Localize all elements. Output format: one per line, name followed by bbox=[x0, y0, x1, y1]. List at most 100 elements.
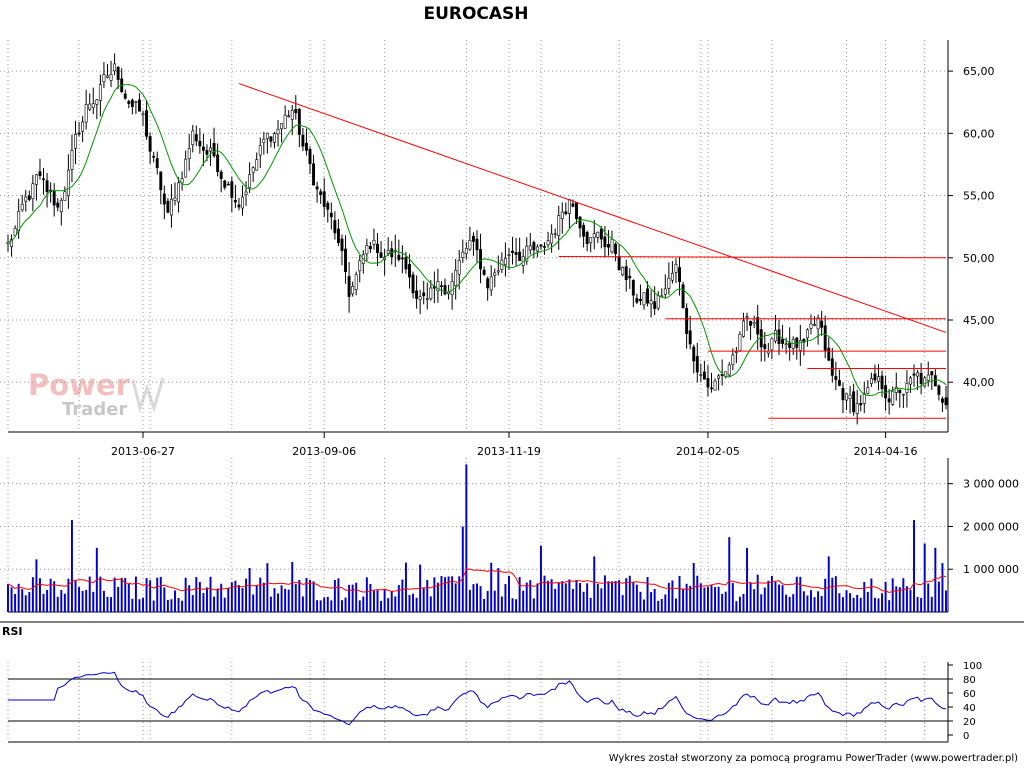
price-candle bbox=[372, 239, 376, 245]
volume-bar bbox=[635, 584, 638, 612]
volume-bar bbox=[810, 590, 812, 612]
volume-bar bbox=[699, 583, 702, 612]
price-candle bbox=[283, 114, 287, 129]
volume-bar bbox=[902, 578, 905, 612]
volume-bar bbox=[742, 593, 745, 612]
volume-bar bbox=[603, 575, 606, 612]
price-candle bbox=[887, 398, 891, 403]
price-candle bbox=[805, 329, 809, 339]
volume-bar bbox=[309, 579, 311, 612]
volume-bar bbox=[404, 562, 407, 612]
price-candle bbox=[56, 202, 60, 208]
volume-bar bbox=[397, 585, 400, 612]
price-candle bbox=[98, 84, 102, 101]
price-candle bbox=[706, 378, 710, 388]
volume-bar bbox=[287, 589, 290, 612]
volume-bar bbox=[589, 597, 592, 612]
volume-bar bbox=[355, 582, 358, 612]
price-candle bbox=[667, 277, 671, 289]
volume-bar bbox=[756, 574, 759, 612]
price-candle bbox=[617, 256, 621, 271]
volume-bar bbox=[895, 586, 898, 612]
price-candle bbox=[475, 238, 479, 251]
price-candle bbox=[607, 244, 610, 248]
price-candle bbox=[251, 167, 255, 173]
volume-bar bbox=[159, 576, 162, 612]
volume-bar bbox=[376, 590, 379, 612]
price-candle bbox=[550, 233, 554, 244]
volume-bar bbox=[348, 584, 351, 612]
volume-bar bbox=[113, 577, 116, 612]
volume-bar bbox=[856, 594, 859, 612]
volume-bar bbox=[266, 563, 269, 612]
volume-bar bbox=[625, 578, 628, 612]
volume-bar bbox=[138, 599, 141, 612]
volume-bar bbox=[163, 587, 166, 612]
volume-bar bbox=[543, 575, 546, 612]
price-candle bbox=[567, 199, 571, 214]
volume-bar bbox=[657, 600, 660, 612]
volume-bar bbox=[461, 526, 464, 612]
price-candle bbox=[294, 109, 298, 114]
volume-bar bbox=[500, 596, 503, 612]
price-candle bbox=[95, 99, 99, 105]
price-candle bbox=[450, 281, 454, 296]
volume-bar bbox=[440, 576, 443, 612]
price-candle bbox=[74, 134, 77, 149]
price-candle bbox=[322, 191, 326, 207]
volume-bar bbox=[820, 595, 823, 612]
volume-bar bbox=[280, 585, 283, 612]
volume-bar bbox=[110, 597, 113, 612]
volume-bar bbox=[234, 580, 237, 612]
price-candle bbox=[184, 158, 188, 178]
volume-bar bbox=[490, 562, 493, 612]
volume-bar bbox=[525, 582, 528, 612]
price-candle bbox=[749, 320, 753, 326]
price-candle bbox=[443, 285, 447, 295]
volume-bar bbox=[927, 583, 930, 612]
price-candle bbox=[194, 134, 198, 142]
volume-bar bbox=[387, 598, 390, 612]
price-candle bbox=[710, 387, 713, 390]
price-candle bbox=[905, 383, 909, 394]
price-candle bbox=[301, 134, 305, 147]
volume-bar bbox=[664, 594, 667, 612]
price-candle bbox=[880, 375, 884, 390]
price-candle bbox=[262, 138, 266, 143]
price-candle bbox=[638, 298, 642, 301]
volume-bar bbox=[639, 591, 642, 612]
volume-bar bbox=[891, 578, 894, 612]
price-candle bbox=[379, 252, 383, 258]
rsi-panel: RSI 0 20 40 60 80 100 bbox=[0, 621, 1024, 743]
volume-bar bbox=[248, 568, 251, 612]
volume-bar bbox=[532, 598, 535, 612]
volume-bar bbox=[152, 600, 155, 612]
price-candle bbox=[411, 274, 415, 294]
volume-bar bbox=[305, 578, 308, 612]
volume-bar bbox=[344, 597, 347, 612]
price-candle bbox=[138, 99, 141, 112]
volume-bar bbox=[21, 589, 24, 612]
volume-bar bbox=[298, 579, 301, 612]
price-y-axis: 40,00 45,00 50,00 55,00 60,00 65,00 bbox=[948, 65, 995, 389]
volume-bar bbox=[930, 596, 933, 612]
volume-bar bbox=[586, 583, 589, 612]
volume-bar bbox=[596, 583, 599, 612]
volume-bar bbox=[358, 600, 361, 612]
price-candle bbox=[575, 202, 578, 220]
volume-bar bbox=[255, 585, 258, 612]
price-candle bbox=[688, 330, 692, 345]
volume-bar bbox=[433, 577, 436, 612]
volume-bar bbox=[554, 588, 557, 612]
price-candle bbox=[386, 250, 390, 254]
volume-bar bbox=[781, 585, 784, 612]
rsi-line bbox=[8, 671, 947, 726]
price-candle bbox=[940, 398, 944, 403]
price-candle bbox=[845, 393, 848, 401]
price-grid bbox=[0, 40, 948, 432]
volume-bar bbox=[198, 581, 201, 612]
volume-bar bbox=[291, 561, 294, 612]
price-candle bbox=[614, 243, 618, 254]
volume-bar bbox=[323, 597, 326, 612]
price-candle bbox=[511, 250, 514, 253]
